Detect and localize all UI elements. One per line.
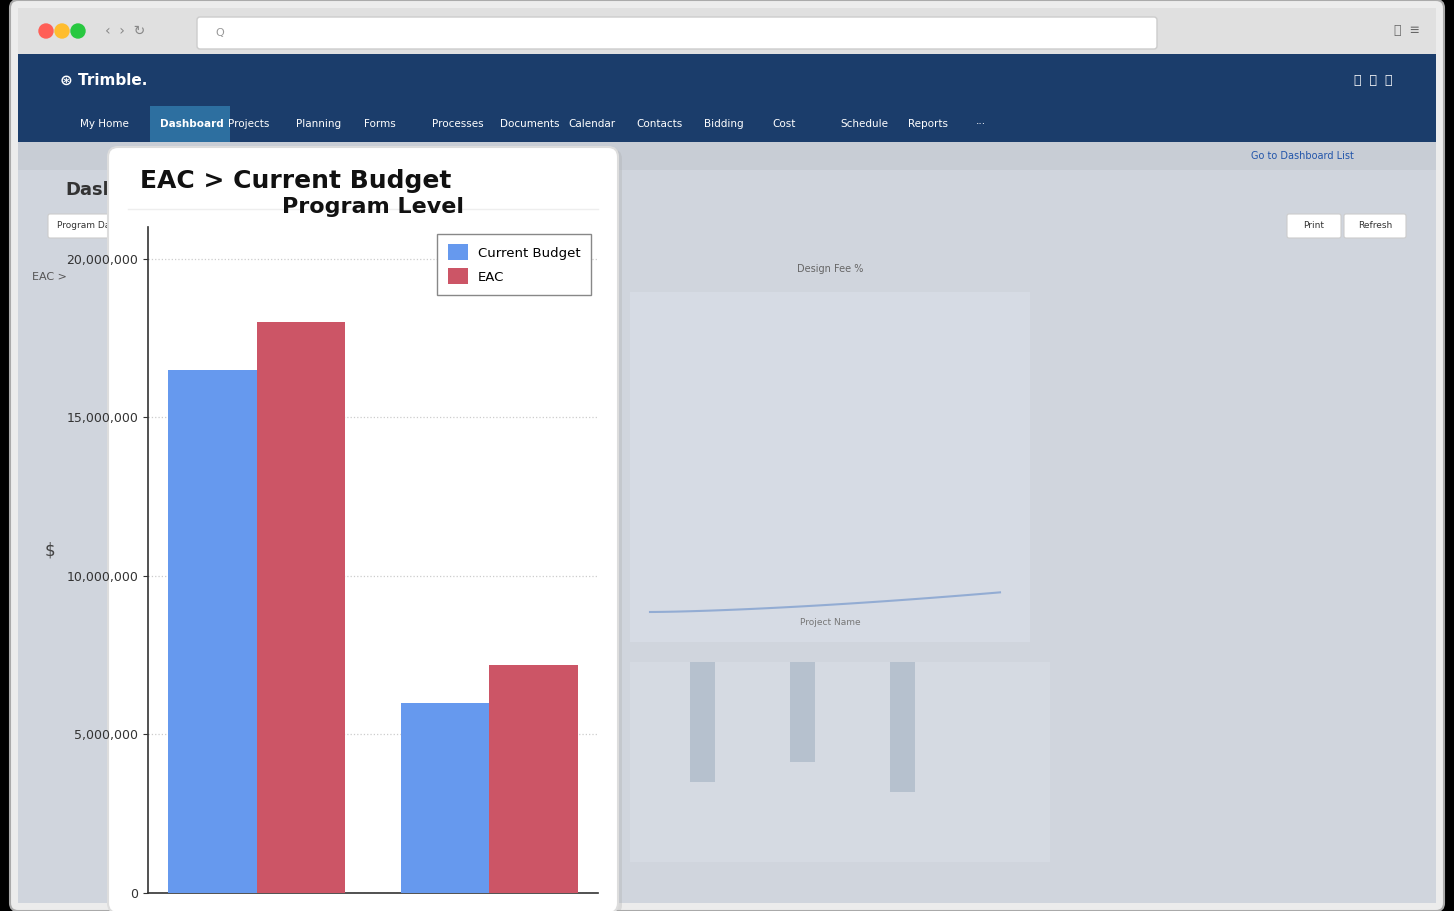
FancyBboxPatch shape (112, 149, 622, 911)
Text: Design Fee %: Design Fee % (797, 264, 864, 274)
Text: Bidding: Bidding (704, 119, 743, 129)
Text: Calendar: Calendar (569, 119, 615, 129)
FancyBboxPatch shape (1343, 214, 1406, 238)
Text: ▼ Edit: ▼ Edit (209, 221, 237, 230)
Text: Planning: Planning (297, 119, 342, 129)
Text: Q: Q (215, 28, 224, 38)
Text: Dashboard: Dashboard (65, 181, 174, 199)
Text: ‹  ›  ↻: ‹ › ↻ (105, 24, 145, 38)
Bar (169, 370, 257, 893)
Text: Print: Print (1303, 221, 1325, 230)
Text: ⤢  ≡: ⤢ ≡ (1394, 25, 1421, 37)
Text: Documents: Documents (500, 119, 560, 129)
Text: Go to Dashboard List: Go to Dashboard List (1250, 151, 1354, 161)
Text: EAC > Current Budget: EAC > Current Budget (140, 169, 451, 193)
Bar (17, 210, 1437, 242)
Text: Contacts: Contacts (635, 119, 682, 129)
Text: Project Name: Project Name (800, 618, 861, 627)
Text: EAC >: EAC > (32, 272, 67, 282)
Text: ···: ··· (976, 119, 986, 129)
FancyBboxPatch shape (48, 214, 206, 238)
Title: Program Level: Program Level (282, 197, 464, 217)
Text: Dashboard: Dashboard (160, 119, 224, 129)
Text: 🔍  ❓  👤: 🔍 ❓ 👤 (1354, 74, 1393, 87)
Bar (17, 54, 1437, 106)
Bar (150, 106, 230, 142)
Text: Processes: Processes (432, 119, 484, 129)
FancyBboxPatch shape (196, 17, 1157, 49)
Bar (17, 142, 1437, 170)
Text: Reports: Reports (907, 119, 948, 129)
Text: Schedule: Schedule (840, 119, 888, 129)
Text: Program Dashboard: Program Dashboard (57, 221, 147, 230)
FancyBboxPatch shape (108, 147, 618, 911)
Y-axis label: $: $ (45, 542, 55, 560)
Circle shape (39, 24, 52, 38)
FancyBboxPatch shape (10, 0, 1444, 911)
Bar (630, 292, 1029, 642)
Text: Cost: Cost (772, 119, 795, 129)
Bar (790, 662, 816, 762)
Bar (17, 8, 1437, 54)
Circle shape (71, 24, 84, 38)
Circle shape (55, 24, 68, 38)
FancyBboxPatch shape (1287, 214, 1341, 238)
Bar (890, 662, 915, 792)
Bar (691, 662, 715, 782)
Text: Projects: Projects (228, 119, 269, 129)
Bar (257, 322, 345, 893)
Text: My Home: My Home (80, 119, 129, 129)
Bar (17, 106, 1437, 142)
Text: Refresh: Refresh (1358, 221, 1391, 230)
Text: Last updated: 05.08.2024 03:58 AM: Last updated: 05.08.2024 03:58 AM (164, 186, 327, 195)
Legend: Current Budget, EAC: Current Budget, EAC (438, 233, 592, 295)
Bar (630, 662, 1050, 862)
Bar (17, 170, 1437, 210)
Bar (401, 702, 489, 893)
Text: Forms: Forms (364, 119, 395, 129)
Bar (489, 665, 577, 893)
Text: ⊛ Trimble.: ⊛ Trimble. (60, 73, 147, 87)
